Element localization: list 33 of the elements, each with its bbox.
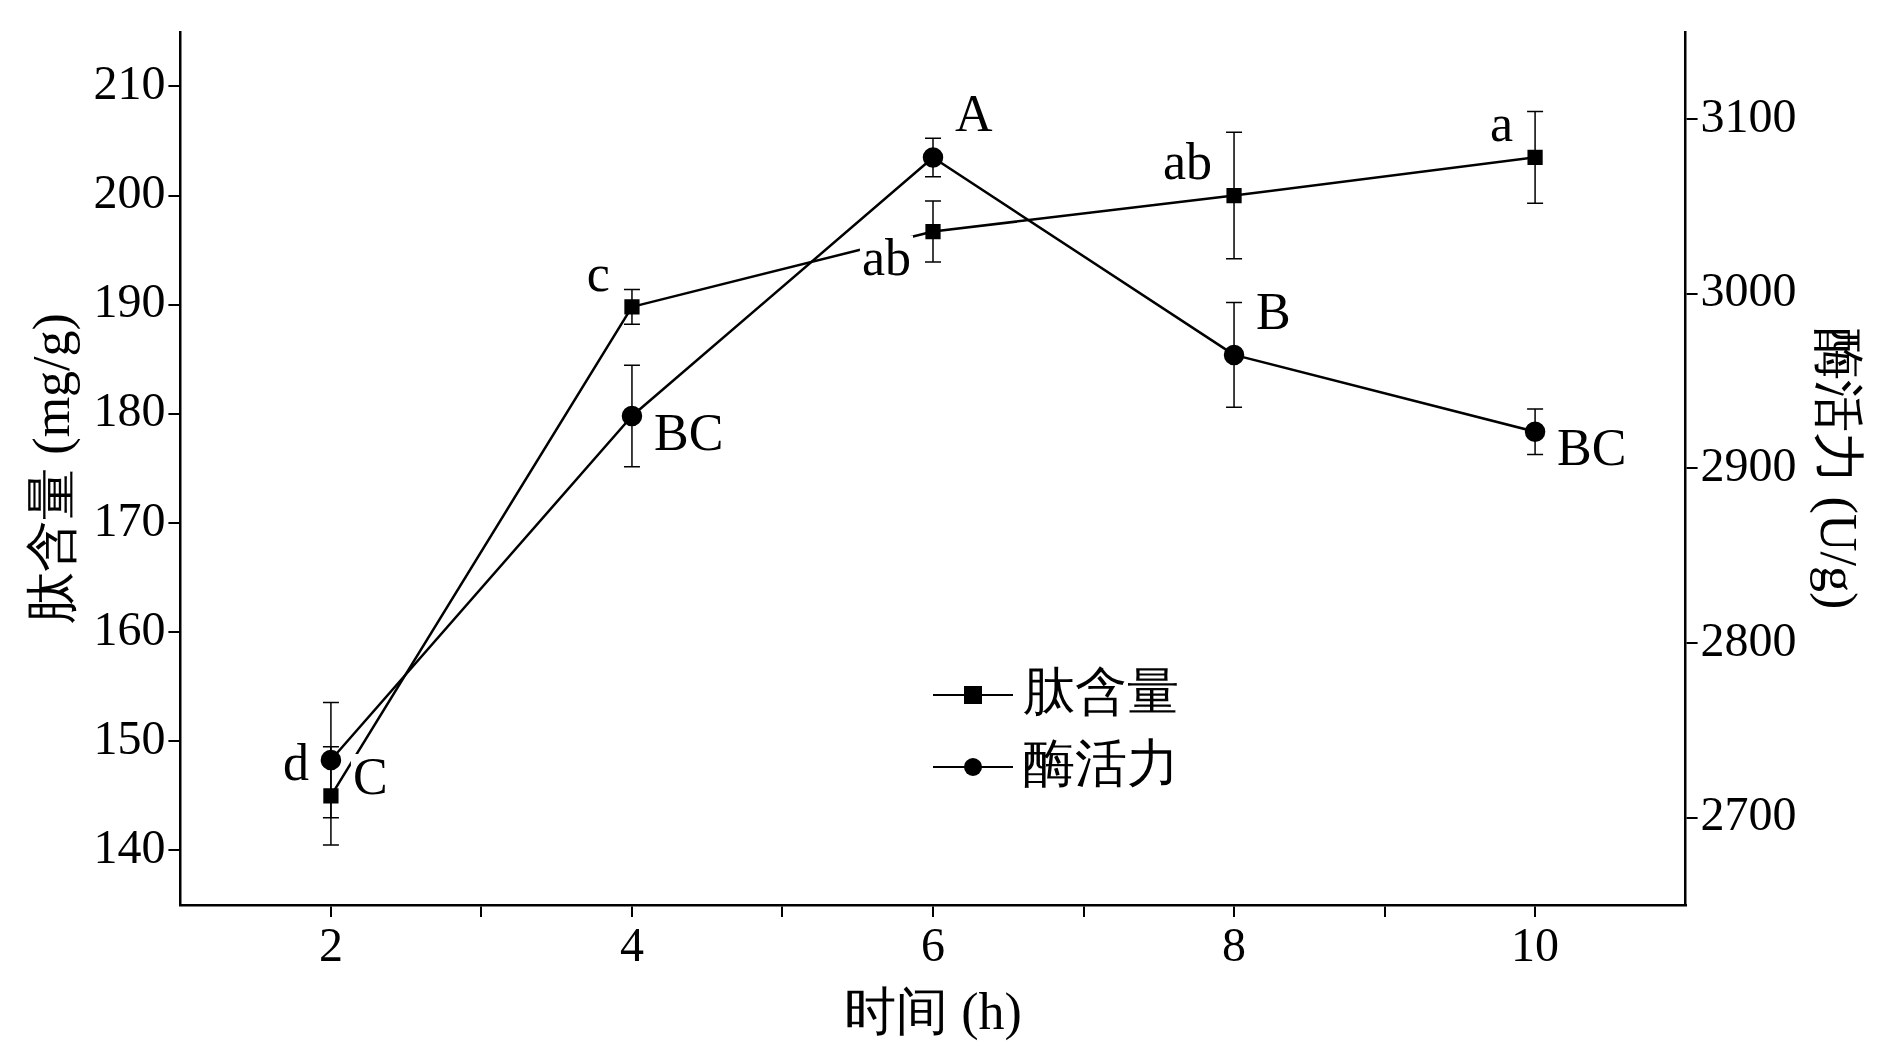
legend-label: 肽含量 <box>1023 662 1179 720</box>
data-label: a <box>1489 94 1514 152</box>
y-tick-label: 170 <box>93 492 166 546</box>
y-tick-label: 140 <box>93 820 166 874</box>
y-tick-label: 200 <box>93 165 166 219</box>
x-tick-label: 4 <box>619 918 644 972</box>
legend-label: 酶活力 <box>1023 734 1179 792</box>
y2-axis-title: 酶活力 (U/g) <box>1809 327 1868 610</box>
data-label: C <box>352 747 388 805</box>
y-tick-label: 210 <box>93 55 166 109</box>
data-label: BC <box>653 403 724 461</box>
y-tick-label: 190 <box>93 274 166 328</box>
x-tick-label: 10 <box>1511 918 1560 972</box>
data-label: BC <box>1557 419 1627 477</box>
y2-tick-label: 2700 <box>1700 787 1797 841</box>
y-tick-label: 160 <box>93 601 166 655</box>
x-tick-label: 2 <box>318 918 343 972</box>
data-label: ab <box>1162 133 1213 191</box>
y-tick-label: 150 <box>93 710 166 764</box>
x-tick-label: 6 <box>921 918 945 972</box>
y2-tick-label: 2900 <box>1700 438 1797 492</box>
data-label: A <box>955 85 993 143</box>
y2-tick-label: 3000 <box>1700 263 1797 317</box>
y-tick-label: 180 <box>93 383 166 437</box>
y-axis-title: 肽含量 (mg/g) <box>22 313 81 624</box>
y2-tick-label: 2800 <box>1700 612 1797 666</box>
data-label: c <box>586 244 610 302</box>
data-label: B <box>1256 282 1291 340</box>
y2-tick-label: 3100 <box>1700 88 1797 142</box>
data-label: d <box>282 733 309 791</box>
x-axis-title: 时间 (h) <box>844 983 1022 1042</box>
data-label: ab <box>861 229 911 287</box>
x-tick-label: 8 <box>1222 918 1247 972</box>
